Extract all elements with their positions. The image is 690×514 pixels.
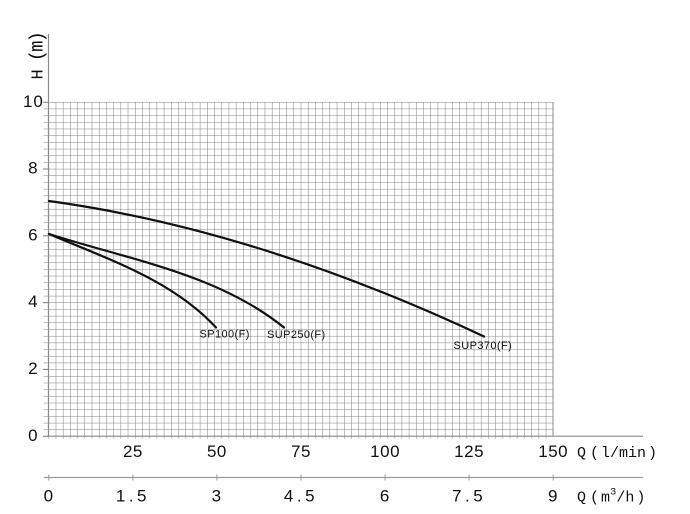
svg-text:SUP250(F): SUP250(F) (267, 329, 326, 341)
svg-text:9: 9 (548, 487, 558, 506)
svg-text:6: 6 (380, 487, 390, 506)
svg-text:125: 125 (454, 442, 484, 461)
svg-text:6: 6 (28, 225, 38, 244)
svg-text:50: 50 (207, 442, 227, 461)
svg-text:SUP370(F): SUP370(F) (454, 340, 513, 352)
svg-text:0: 0 (44, 487, 54, 506)
svg-text:H(m): H(m) (27, 33, 49, 79)
svg-text:Q(l/min): Q(l/min) (577, 445, 657, 462)
svg-text:SP100(F): SP100(F) (200, 329, 250, 341)
svg-text:0: 0 (28, 426, 38, 445)
svg-text:7.5: 7.5 (452, 487, 486, 506)
svg-text:75: 75 (291, 442, 311, 461)
svg-text:10: 10 (23, 92, 44, 111)
svg-text:3: 3 (212, 487, 222, 506)
svg-text:150: 150 (538, 442, 568, 461)
svg-text:4: 4 (28, 292, 38, 311)
svg-text:Q(m3/h): Q(m3/h) (577, 487, 645, 507)
svg-text:2: 2 (28, 359, 38, 378)
svg-text:4.5: 4.5 (284, 487, 318, 506)
svg-text:8: 8 (28, 159, 38, 178)
svg-text:100: 100 (370, 442, 400, 461)
svg-text:1.5: 1.5 (116, 487, 150, 506)
svg-text:25: 25 (123, 442, 143, 461)
